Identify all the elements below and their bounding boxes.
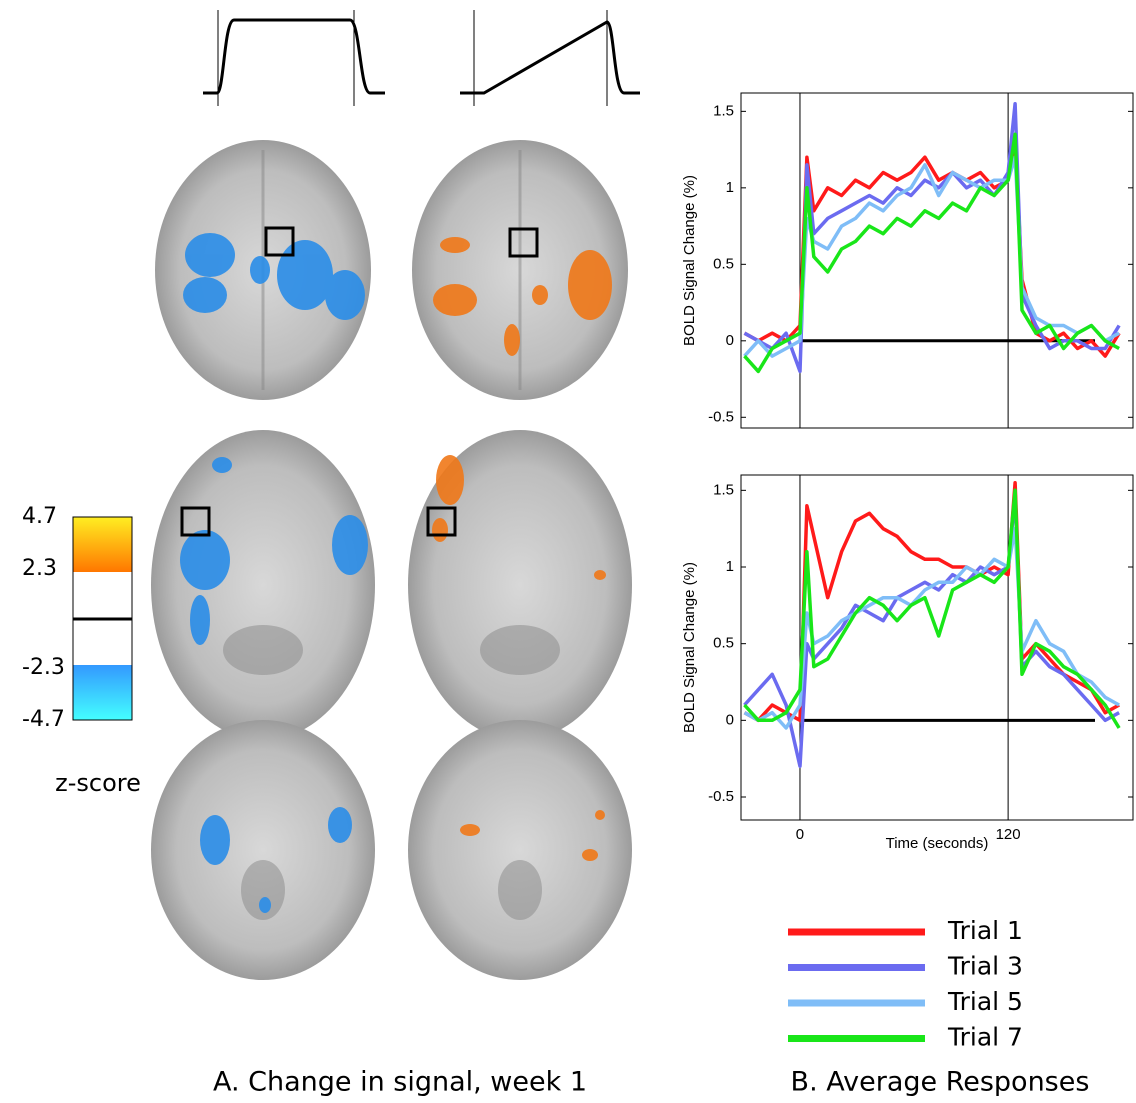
- y-tick-label: -0.5: [708, 408, 734, 425]
- colorbar-tick-label: -4.7: [22, 707, 65, 732]
- series-line: [745, 498, 1120, 766]
- legend-label: Trial 7: [947, 1023, 1023, 1052]
- caption-b: B. Average Responses: [791, 1067, 1090, 1098]
- x-axis-label: Time (seconds): [886, 835, 989, 852]
- stimulus-waveforms: [203, 10, 640, 106]
- colorbar-tick-label: 4.7: [22, 504, 57, 529]
- legend-label: Trial 5: [947, 987, 1023, 1016]
- y-tick-label: 0: [726, 332, 734, 349]
- colorbar-tick-label: 2.3: [22, 556, 57, 581]
- legend-label: Trial 3: [947, 952, 1023, 981]
- x-tick-label: 120: [996, 826, 1021, 843]
- y-tick-label: 0.5: [713, 635, 734, 652]
- y-axis-label: BOLD Signal Change (%): [681, 175, 698, 346]
- y-tick-label: 0.5: [713, 255, 734, 272]
- x-tick-label: 0: [796, 826, 804, 843]
- brain-maps: [151, 140, 632, 980]
- figure: z-score A. Change in signal, week 1 B. A…: [0, 0, 1136, 1103]
- y-tick-label: 1: [726, 179, 734, 196]
- legend-label: Trial 1: [947, 916, 1023, 945]
- y-axis-label: BOLD Signal Change (%): [681, 562, 698, 733]
- y-tick-label: 1.5: [713, 102, 734, 119]
- y-tick-label: 0: [726, 711, 734, 728]
- colorbar-label: z-score: [55, 769, 141, 797]
- y-tick-label: 1.5: [713, 481, 734, 498]
- colorbar-tick-label: -2.3: [22, 655, 65, 680]
- caption-a: A. Change in signal, week 1: [213, 1067, 587, 1098]
- y-tick-label: -0.5: [708, 788, 734, 805]
- y-tick-label: 1: [726, 558, 734, 575]
